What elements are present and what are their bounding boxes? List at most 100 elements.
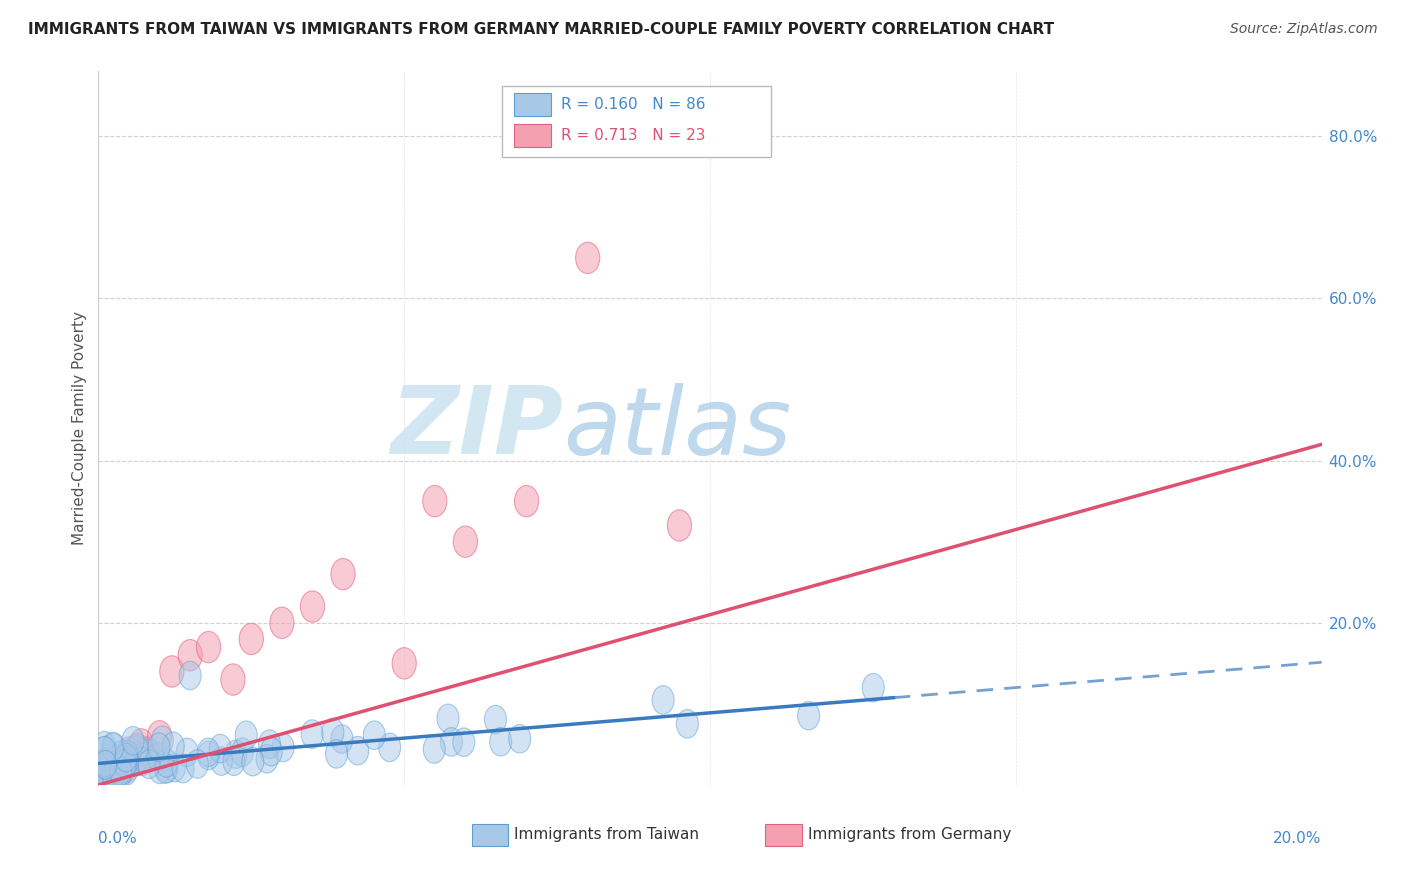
Text: Immigrants from Taiwan: Immigrants from Taiwan [515, 828, 699, 842]
Ellipse shape [155, 755, 177, 783]
Ellipse shape [122, 726, 143, 755]
FancyBboxPatch shape [502, 86, 772, 157]
Ellipse shape [94, 761, 117, 789]
Ellipse shape [94, 731, 115, 760]
Ellipse shape [107, 758, 129, 787]
Ellipse shape [172, 755, 194, 783]
Ellipse shape [138, 739, 160, 768]
Ellipse shape [127, 733, 148, 762]
Text: IMMIGRANTS FROM TAIWAN VS IMMIGRANTS FROM GERMANY MARRIED-COUPLE FAMILY POVERTY : IMMIGRANTS FROM TAIWAN VS IMMIGRANTS FRO… [28, 22, 1054, 37]
Ellipse shape [378, 733, 401, 762]
Text: atlas: atlas [564, 383, 792, 474]
Ellipse shape [94, 737, 115, 765]
Ellipse shape [94, 736, 115, 764]
Ellipse shape [103, 761, 124, 789]
Ellipse shape [94, 750, 117, 779]
Ellipse shape [322, 718, 344, 747]
FancyBboxPatch shape [471, 824, 508, 846]
Ellipse shape [330, 725, 353, 754]
Ellipse shape [209, 734, 231, 763]
Y-axis label: Married-Couple Family Poverty: Married-Couple Family Poverty [72, 311, 87, 545]
Ellipse shape [676, 709, 699, 738]
Ellipse shape [103, 733, 125, 762]
Ellipse shape [122, 745, 148, 776]
Ellipse shape [163, 754, 186, 782]
FancyBboxPatch shape [765, 824, 801, 846]
Ellipse shape [111, 740, 134, 769]
Ellipse shape [273, 733, 294, 762]
Ellipse shape [239, 624, 263, 655]
Ellipse shape [179, 661, 201, 690]
Text: 0.0%: 0.0% [98, 831, 138, 847]
Ellipse shape [104, 745, 129, 776]
Ellipse shape [242, 747, 264, 776]
Ellipse shape [440, 728, 463, 756]
Ellipse shape [301, 591, 325, 623]
Ellipse shape [347, 737, 368, 765]
Ellipse shape [108, 752, 131, 780]
Ellipse shape [115, 756, 138, 785]
Ellipse shape [453, 526, 478, 558]
Ellipse shape [224, 747, 245, 775]
Text: R = 0.713   N = 23: R = 0.713 N = 23 [561, 128, 706, 143]
Ellipse shape [453, 728, 475, 756]
Ellipse shape [235, 721, 257, 749]
Ellipse shape [489, 728, 512, 756]
Ellipse shape [114, 747, 136, 775]
Ellipse shape [423, 485, 447, 516]
Ellipse shape [114, 749, 136, 778]
Ellipse shape [125, 745, 148, 773]
Ellipse shape [104, 750, 127, 779]
Ellipse shape [197, 632, 221, 663]
Ellipse shape [259, 730, 281, 758]
FancyBboxPatch shape [515, 124, 551, 147]
Ellipse shape [225, 740, 247, 769]
Ellipse shape [176, 738, 198, 766]
Ellipse shape [148, 733, 170, 762]
Ellipse shape [232, 738, 253, 766]
Ellipse shape [112, 745, 135, 773]
Ellipse shape [98, 761, 122, 793]
Text: Source: ZipAtlas.com: Source: ZipAtlas.com [1230, 22, 1378, 37]
Ellipse shape [94, 748, 117, 777]
Ellipse shape [160, 656, 184, 687]
Ellipse shape [152, 726, 173, 755]
Ellipse shape [652, 686, 673, 714]
Ellipse shape [256, 745, 278, 773]
Ellipse shape [96, 749, 118, 778]
Ellipse shape [797, 701, 820, 730]
Ellipse shape [330, 558, 356, 590]
Ellipse shape [111, 753, 135, 784]
Ellipse shape [301, 720, 323, 748]
Ellipse shape [94, 762, 115, 790]
Ellipse shape [101, 752, 122, 780]
Ellipse shape [110, 759, 132, 788]
Ellipse shape [363, 721, 385, 749]
Ellipse shape [437, 704, 458, 732]
Ellipse shape [260, 738, 283, 766]
Ellipse shape [211, 747, 232, 775]
Ellipse shape [485, 706, 506, 734]
Ellipse shape [131, 747, 153, 776]
Ellipse shape [129, 729, 153, 760]
Ellipse shape [94, 757, 115, 786]
Ellipse shape [110, 756, 132, 785]
Ellipse shape [197, 738, 219, 766]
Ellipse shape [179, 640, 202, 671]
Ellipse shape [97, 753, 118, 781]
Ellipse shape [162, 732, 184, 761]
Ellipse shape [326, 739, 347, 768]
Ellipse shape [127, 736, 148, 764]
Ellipse shape [94, 759, 115, 788]
Text: Immigrants from Germany: Immigrants from Germany [808, 828, 1011, 842]
Ellipse shape [115, 743, 138, 772]
Ellipse shape [156, 748, 177, 777]
Ellipse shape [138, 750, 160, 779]
Ellipse shape [93, 753, 117, 784]
Ellipse shape [101, 732, 124, 761]
Ellipse shape [117, 747, 138, 775]
Ellipse shape [117, 754, 139, 782]
Ellipse shape [105, 753, 128, 781]
Ellipse shape [94, 760, 115, 789]
Ellipse shape [515, 485, 538, 516]
